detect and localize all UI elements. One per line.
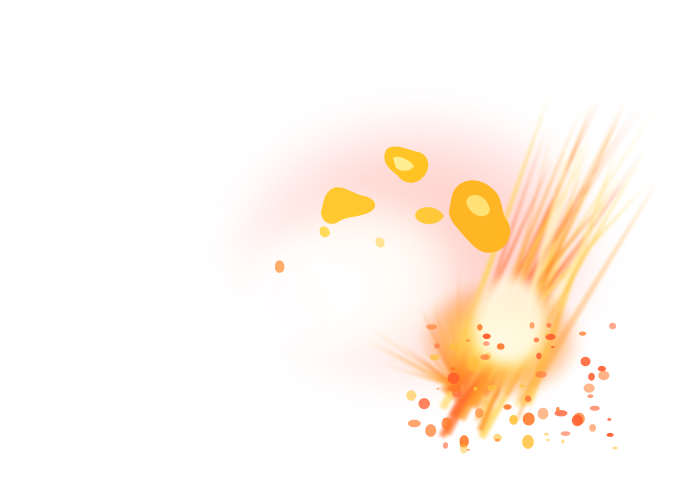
ember bbox=[581, 357, 591, 366]
ember bbox=[525, 396, 531, 402]
ember bbox=[448, 372, 460, 384]
ember bbox=[436, 388, 439, 390]
ember bbox=[598, 371, 609, 380]
ember bbox=[480, 354, 489, 360]
ember bbox=[587, 394, 593, 398]
ember bbox=[425, 424, 436, 437]
ember bbox=[522, 435, 534, 449]
ember bbox=[475, 408, 484, 418]
ember bbox=[449, 343, 459, 350]
ember bbox=[530, 322, 535, 329]
ember bbox=[561, 431, 571, 436]
ember bbox=[546, 439, 550, 442]
ember bbox=[579, 332, 586, 336]
ember bbox=[483, 334, 491, 340]
ember bbox=[497, 343, 505, 350]
ember bbox=[590, 406, 600, 411]
ember bbox=[483, 341, 490, 346]
ember bbox=[408, 420, 421, 428]
ember bbox=[523, 413, 535, 426]
ember bbox=[434, 343, 440, 348]
ember bbox=[598, 366, 606, 372]
ember bbox=[589, 424, 596, 432]
ember bbox=[556, 407, 560, 411]
ember bbox=[544, 433, 549, 436]
ember bbox=[467, 357, 478, 372]
ember bbox=[430, 354, 440, 360]
ember bbox=[477, 324, 483, 331]
ember bbox=[474, 387, 478, 391]
ember bbox=[555, 410, 568, 416]
ember bbox=[460, 444, 468, 454]
ember bbox=[607, 418, 611, 421]
ember bbox=[448, 385, 461, 392]
ember bbox=[551, 346, 555, 348]
ember bbox=[419, 398, 430, 409]
ember bbox=[495, 439, 500, 442]
ember bbox=[546, 323, 551, 328]
molten-fragment bbox=[275, 260, 284, 272]
ember bbox=[406, 390, 416, 401]
ember bbox=[519, 384, 525, 387]
ember bbox=[572, 415, 583, 427]
ember bbox=[609, 323, 616, 330]
ember bbox=[561, 440, 564, 444]
ember bbox=[509, 415, 518, 425]
ember bbox=[487, 385, 496, 391]
ember bbox=[451, 367, 456, 371]
ember bbox=[538, 408, 549, 420]
ember bbox=[466, 339, 470, 342]
ember bbox=[534, 338, 540, 343]
ember bbox=[545, 333, 548, 336]
ember bbox=[536, 353, 541, 360]
ember bbox=[536, 371, 547, 378]
ember bbox=[607, 433, 614, 437]
ember bbox=[612, 447, 618, 450]
ember bbox=[584, 384, 595, 393]
ember bbox=[443, 418, 446, 421]
ember bbox=[503, 404, 511, 409]
ember bbox=[443, 442, 448, 449]
ember bbox=[426, 324, 437, 330]
ember bbox=[588, 373, 595, 381]
